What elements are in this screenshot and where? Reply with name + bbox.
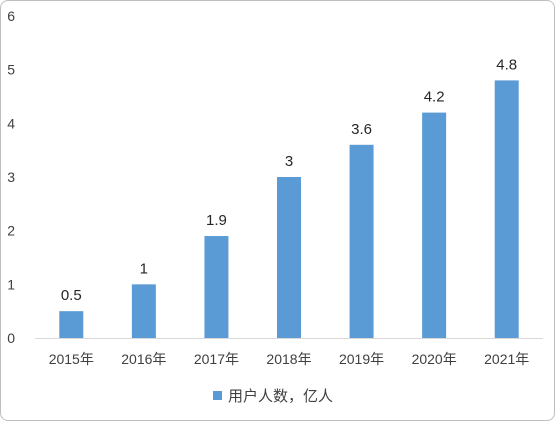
y-tick-label: 0	[7, 330, 15, 346]
x-category-label: 2015年	[49, 351, 94, 367]
bar-value-label: 0.5	[61, 287, 82, 304]
bar-value-label: 4.2	[424, 89, 445, 106]
bar	[349, 144, 374, 338]
bar-value-label: 1	[140, 260, 148, 277]
bars-group	[59, 80, 519, 339]
y-tick-label: 6	[7, 8, 15, 24]
x-category-label: 2017年	[194, 351, 239, 367]
category-labels-group: 2015年 2016年 2017年 2018年 2019年 2020年 2021年	[49, 351, 530, 367]
x-category-label: 2019年	[339, 351, 384, 367]
bar-value-label: 1.9	[206, 212, 227, 229]
bar	[131, 284, 156, 338]
data-labels-group: 0.5 1 1.9 3 3.6 4.2 4.8	[61, 56, 517, 304]
y-tick-label: 3	[7, 169, 15, 185]
bar	[494, 80, 519, 339]
x-category-label: 2016年	[121, 351, 166, 367]
x-category-label: 2018年	[266, 351, 311, 367]
bar	[204, 236, 229, 338]
y-tick-label: 1	[7, 276, 15, 292]
legend-swatch	[213, 391, 222, 400]
y-tick-label: 2	[7, 223, 15, 239]
bar-value-label: 3.6	[351, 121, 372, 138]
x-category-label: 2020年	[412, 351, 457, 367]
y-tick-label: 5	[7, 62, 15, 78]
bar-value-label: 4.8	[496, 56, 517, 73]
legend: 用户人数，亿人	[213, 388, 333, 405]
bar-value-label: 3	[285, 153, 293, 170]
y-tick-label: 4	[7, 115, 15, 131]
y-axis-ticks: 0 1 2 3 4 5 6	[7, 8, 15, 346]
bar	[422, 112, 447, 338]
bar	[59, 311, 84, 338]
bar	[277, 177, 301, 338]
legend-label: 用户人数，亿人	[228, 388, 333, 405]
x-category-label: 2021年	[484, 351, 529, 367]
